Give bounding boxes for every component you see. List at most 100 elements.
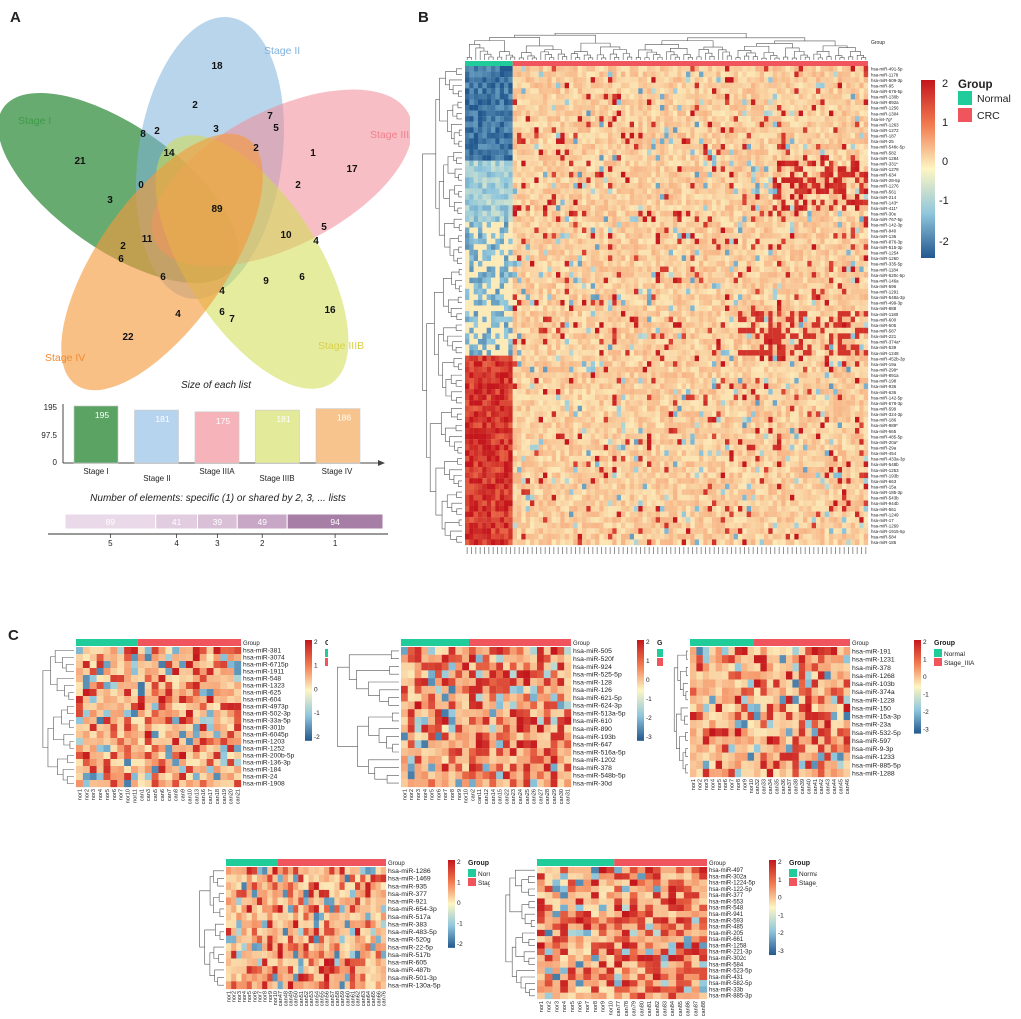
heatmap-cell — [482, 93, 487, 100]
heatmap-cell — [833, 155, 838, 161]
heatmap-cell — [590, 260, 596, 267]
heatmap-cell — [807, 104, 812, 111]
dendrogram-branch — [456, 397, 462, 404]
heatmap-cell — [785, 171, 791, 178]
dendrogram-branch — [696, 56, 702, 60]
heatmap-cell — [850, 104, 856, 111]
heatmap-cell — [829, 177, 834, 184]
heatmap-cell — [638, 221, 643, 228]
heatmap-cell — [677, 249, 682, 256]
heatmap-cell — [790, 283, 795, 289]
heatmap-cell — [551, 327, 557, 334]
heatmap-cell — [573, 221, 578, 228]
heatmap-cell — [811, 255, 817, 262]
dendrogram-branch — [446, 494, 457, 508]
heatmap-cell — [811, 305, 817, 312]
heatmap-cell — [486, 305, 492, 312]
heatmap-cell — [573, 182, 578, 189]
heatmap-cell — [508, 127, 513, 133]
heatmap-cell — [772, 333, 778, 340]
heatmap-cell — [629, 188, 635, 195]
heatmap-cell — [768, 104, 773, 111]
heatmap-cell — [655, 210, 661, 217]
heatmap-cell — [543, 121, 548, 128]
heatmap-cell — [712, 77, 717, 83]
heatmap-cell — [686, 82, 691, 89]
heatmap-cell — [699, 210, 704, 217]
heatmap-cell — [785, 110, 791, 117]
heatmap-cell — [803, 149, 808, 156]
heatmap-cell — [764, 305, 769, 312]
heatmap-cell — [673, 210, 678, 217]
heatmap-cell — [629, 221, 635, 228]
heatmap-cell — [759, 99, 765, 106]
heatmap-cell — [785, 88, 791, 94]
heatmap-cell — [842, 182, 847, 189]
heatmap-cell — [491, 338, 496, 345]
heatmap-cell — [664, 116, 669, 122]
heatmap-cell — [842, 121, 847, 128]
venn-count: 9 — [263, 276, 269, 287]
heatmap-cell — [608, 311, 613, 317]
heatmap-cell — [469, 244, 474, 250]
heatmap-cell — [608, 238, 613, 245]
heatmap-cell — [616, 182, 622, 189]
heatmap-cell — [746, 171, 752, 178]
heatmap-cell — [556, 138, 561, 145]
heatmap-cell — [720, 160, 726, 167]
heatmap-cell — [530, 283, 535, 289]
venn-count: 5 — [273, 123, 279, 134]
heatmap-cell — [629, 127, 635, 133]
heatmap-cell — [508, 338, 513, 345]
heatmap-cell — [473, 143, 479, 150]
heatmap-cell — [820, 205, 825, 211]
heatmap-cell — [863, 272, 869, 278]
heatmap-cell — [820, 104, 825, 111]
heatmap-cell — [777, 294, 782, 301]
heatmap-cell — [690, 132, 695, 139]
heatmap-cell — [716, 116, 721, 122]
heatmap-cell — [807, 199, 812, 206]
heatmap-cell — [772, 244, 778, 250]
heatmap-cell — [660, 338, 665, 345]
heatmap-cell — [690, 93, 695, 100]
heatmap-cell — [655, 116, 661, 122]
heatmap-cell — [491, 88, 496, 94]
heatmap-cell — [673, 116, 678, 122]
heatmap-cell — [742, 155, 747, 161]
heatmap-cell — [655, 182, 661, 189]
heatmap-cell — [564, 99, 570, 106]
heatmap-cell — [863, 221, 869, 228]
heatmap-cell — [824, 194, 830, 200]
heatmap-cell — [599, 344, 604, 351]
heatmap-cell — [564, 199, 570, 206]
heatmap-cell — [512, 333, 518, 340]
heatmap-cell — [660, 77, 665, 83]
heatmap-cell — [729, 149, 734, 156]
heatmap-cell — [725, 160, 730, 167]
heatmap-cell — [651, 316, 656, 323]
heatmap-cell — [634, 227, 639, 234]
heatmap-cell — [751, 294, 756, 301]
heatmap-cell — [491, 322, 496, 328]
heatmap-cell — [681, 71, 687, 78]
heatmap-cell — [625, 82, 630, 89]
heatmap-cell — [556, 177, 561, 184]
heatmap-cell — [842, 99, 847, 106]
heatmap-cell — [790, 132, 795, 139]
heatmap-cell — [473, 344, 479, 351]
heatmap-cell — [759, 299, 765, 306]
heatmap-cell — [703, 182, 708, 189]
heatmap-cell — [586, 166, 591, 172]
heatmap-cell — [482, 177, 487, 184]
heatmap-cell — [816, 216, 821, 223]
dendrogram-branch — [835, 55, 843, 60]
heatmap-cell — [764, 99, 769, 106]
heatmap-cell — [824, 205, 830, 211]
heatmap-cell — [530, 216, 535, 223]
size-bar-values: 195 181 175 181 186 — [95, 410, 351, 426]
heatmap-cell — [547, 99, 552, 106]
heatmap-cell — [473, 272, 479, 278]
heatmap-cell — [790, 299, 795, 306]
heatmap-cell — [772, 88, 778, 94]
